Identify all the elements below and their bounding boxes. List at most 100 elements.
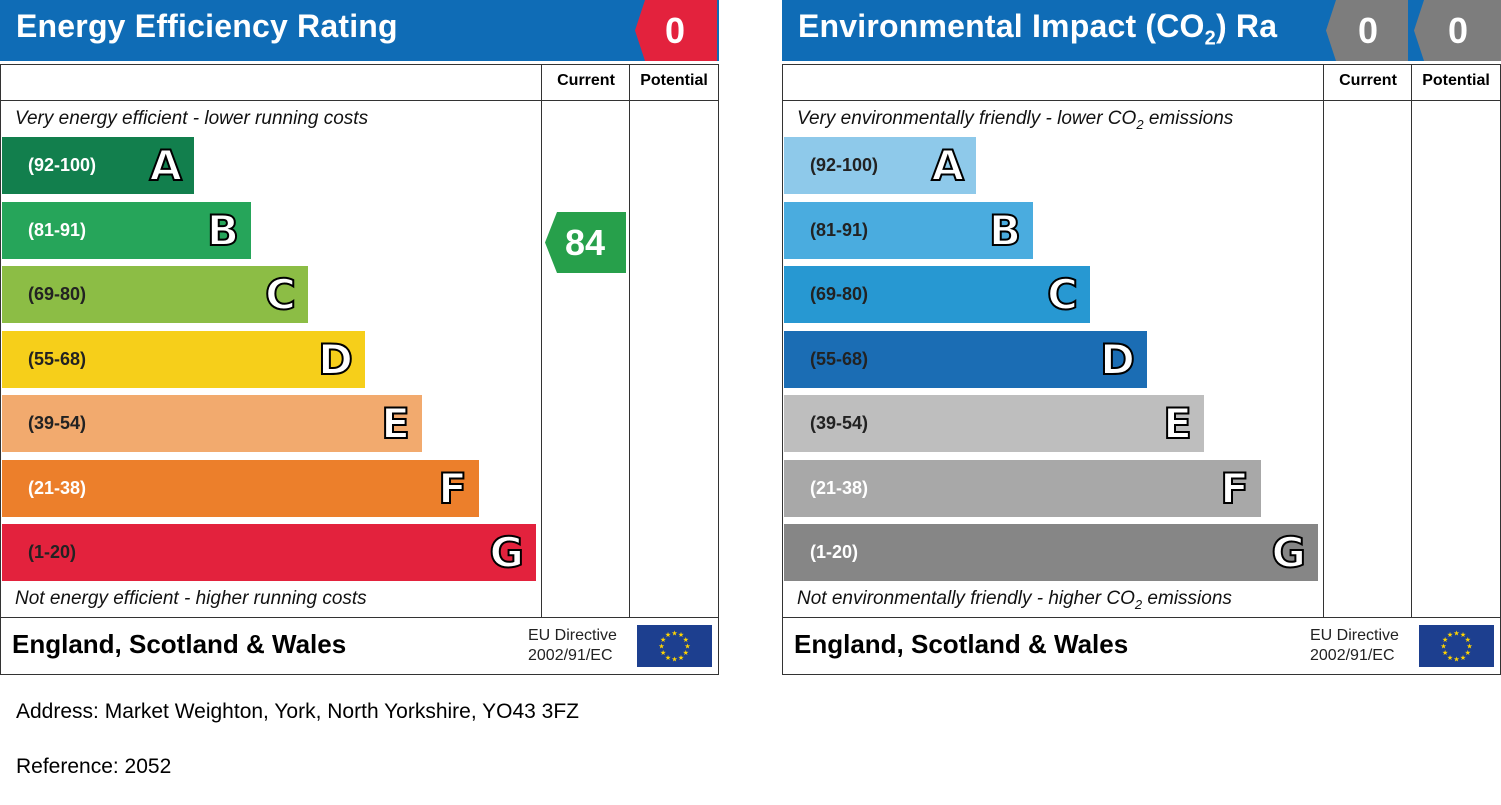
impact-bottom-note: Not environmentally friendly - higher CO… [797, 588, 1232, 612]
energy-title-bar: Energy Efficiency Rating [0, 0, 719, 61]
impact-col-current: Current [1339, 72, 1397, 89]
impact-top-note-main: Very environmentally friendly - lower CO [797, 108, 1137, 129]
energy-bar-f: (21-38) F [2, 459, 479, 517]
energy-bar-range: (92-100) [28, 155, 97, 175]
eu-star-icon: ★ [1460, 631, 1466, 639]
eu-star-icon: ★ [1465, 649, 1471, 657]
eu-star-icon: ★ [678, 654, 684, 662]
energy-top-note: Very energy efficient - lower running co… [15, 108, 369, 129]
impact-eu-line2: 2002/91/EC [1310, 647, 1395, 664]
impact-top-note-sub: 2 [1136, 116, 1144, 132]
energy-current-divider [541, 64, 542, 617]
impact-eu-directive: EU Directive 2002/91/EC [1310, 626, 1399, 666]
impact-bottom-note-sub: 2 [1134, 596, 1143, 612]
energy-current-score-value: 84 [565, 222, 605, 263]
eu-star-icon: ★ [1466, 643, 1472, 651]
eu-flag-icon: ★ ★ ★ ★ ★ ★ ★ ★ ★ ★ ★ ★ [1419, 625, 1494, 667]
impact-bar-range: (1-20) [810, 542, 859, 562]
impact-bar-a: (92-100) A [784, 137, 976, 194]
energy-eu-directive: EU Directive 2002/91/EC [528, 626, 617, 666]
eu-star-icon: ★ [660, 636, 666, 644]
impact-bar-letter: B [988, 205, 1022, 256]
impact-bar-letter: C [1046, 269, 1079, 320]
energy-bar-b: (81-91) B [2, 201, 251, 259]
impact-current-divider [1323, 64, 1324, 617]
energy-bar-letter: A [148, 140, 182, 191]
eu-star-icon: ★ [658, 643, 664, 651]
eu-star-icon: ★ [1453, 630, 1459, 638]
reference-text: Reference: 2052 [16, 755, 172, 778]
eu-star-icon: ★ [671, 656, 677, 664]
energy-potential-divider [629, 64, 630, 617]
impact-bar-range: (55-68) [810, 348, 869, 369]
impact-bar-range: (81-91) [810, 219, 869, 240]
energy-title: Energy Efficiency Rating [16, 8, 398, 44]
energy-eu-line1: EU Directive [528, 627, 617, 644]
impact-top-note: Very environmentally friendly - lower CO… [797, 108, 1233, 132]
energy-bar-g: (1-20) G [2, 524, 536, 581]
energy-bar-range: (69-80) [28, 284, 87, 304]
eu-star-icon: ★ [1460, 654, 1466, 662]
energy-col-current: Current [557, 72, 615, 89]
eu-star-icon: ★ [1440, 643, 1446, 651]
energy-header-divider [0, 100, 719, 101]
eu-star-icon: ★ [678, 631, 684, 639]
eu-star-icon: ★ [683, 636, 689, 644]
energy-bar-letter: C [264, 269, 297, 320]
impact-bar-letter: D [1099, 334, 1136, 385]
impact-bottom-note-tail: emissions [1142, 588, 1232, 609]
energy-bar-range: (81-91) [28, 219, 87, 240]
energy-bar-a: (92-100) A [2, 137, 194, 194]
impact-bar-g: (1-20) G [784, 524, 1318, 581]
impact-header-badge-potential: 0 [1414, 0, 1501, 61]
energy-current-score-marker: 84 [545, 212, 626, 273]
impact-bar-letter: G [1271, 527, 1308, 578]
impact-bar-range: (69-80) [810, 284, 869, 304]
impact-title: Environmental Impact (CO2) Ra [798, 8, 1328, 50]
energy-bar-range: (39-54) [28, 413, 87, 433]
energy-bar-range: (21-38) [28, 477, 87, 498]
energy-bar-d: (55-68) D [2, 330, 365, 388]
impact-bar-letter: E [1162, 398, 1193, 449]
energy-bar-letter: B [206, 205, 240, 256]
energy-bar-letter: E [380, 398, 411, 449]
impact-title-tail: ) Ra [1215, 8, 1278, 44]
energy-bar-letter: D [317, 334, 354, 385]
impact-bar-letter: A [930, 140, 964, 191]
impact-header-divider [782, 100, 1501, 101]
energy-bar-e: (39-54) E [2, 395, 422, 452]
impact-bar-c: (69-80) C [784, 266, 1090, 323]
energy-bar-range: (55-68) [28, 348, 87, 369]
eu-star-icon: ★ [1447, 654, 1453, 662]
energy-bottom-note: Not energy efficient - higher running co… [15, 588, 367, 609]
impact-bar-range: (39-54) [810, 413, 869, 433]
energy-col-potential: Potential [640, 72, 708, 89]
impact-eu-line1: EU Directive [1310, 627, 1399, 644]
energy-bar-letter: G [489, 527, 526, 578]
impact-header-badge-potential-value: 0 [1448, 10, 1468, 51]
impact-bottom-note-main: Not environmentally friendly - higher CO [797, 588, 1135, 609]
energy-bar-c: (69-80) C [2, 266, 308, 323]
energy-footer-divider [0, 617, 719, 618]
energy-efficiency-panel: Energy Efficiency Rating 0 Current Poten… [0, 0, 719, 675]
eu-star-icon: ★ [660, 649, 666, 657]
impact-header-badge-current-value: 0 [1358, 10, 1378, 51]
impact-bar-f: (21-38) F [784, 459, 1261, 517]
environmental-impact-panel: Environmental Impact (CO2) Ra 0 0 Curren… [782, 0, 1501, 675]
eu-star-icon: ★ [684, 643, 690, 651]
eu-star-icon: ★ [1442, 636, 1448, 644]
impact-bar-range: (92-100) [810, 155, 879, 175]
impact-footer-label: England, Scotland & Wales [794, 629, 1129, 659]
energy-footer-label: England, Scotland & Wales [12, 629, 347, 659]
eu-star-icon: ★ [1447, 631, 1453, 639]
impact-bar-d: (55-68) D [784, 330, 1147, 388]
eu-flag-icon: ★ ★ ★ ★ ★ ★ ★ ★ ★ ★ ★ ★ [637, 625, 712, 667]
energy-header-badge-value: 0 [665, 10, 685, 51]
impact-col-potential: Potential [1422, 72, 1490, 89]
impact-potential-divider [1411, 64, 1412, 617]
energy-bar-letter: F [437, 463, 468, 514]
address-text: Address: Market Weighton, York, North Yo… [16, 700, 580, 723]
impact-bar-range: (21-38) [810, 477, 869, 498]
eu-star-icon: ★ [671, 630, 677, 638]
impact-footer-divider [782, 617, 1501, 618]
